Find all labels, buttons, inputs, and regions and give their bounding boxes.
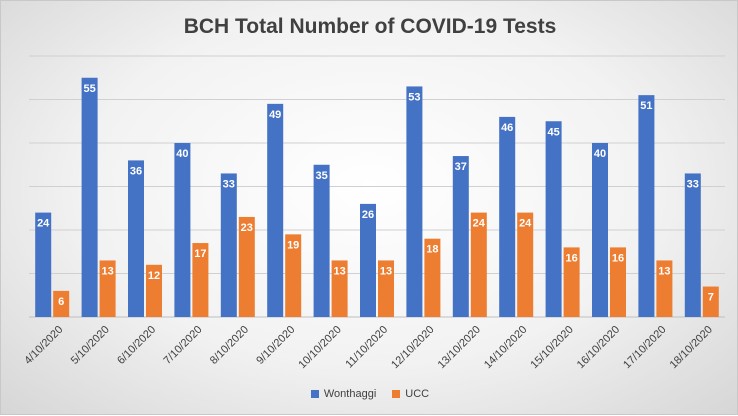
bar-wonthaggi (545, 121, 562, 317)
data-label: 16 (612, 252, 624, 264)
bar-ucc (53, 290, 70, 317)
x-tick-label: 11/10/2020 (343, 324, 390, 371)
data-label: 33 (223, 178, 235, 190)
x-tick-label: 6/10/2020 (115, 324, 158, 367)
bar-ucc (238, 216, 255, 317)
data-label: 36 (130, 165, 142, 177)
bar-wonthaggi (360, 203, 376, 317)
x-tick-label: 18/10/2020 (668, 324, 715, 371)
data-label: 7 (708, 292, 714, 304)
data-label: 13 (333, 265, 345, 277)
legend-label: Wonthaggi (323, 388, 377, 400)
bar-wonthaggi (313, 164, 330, 317)
data-label: 40 (176, 148, 188, 160)
x-tick-label: 16/10/2020 (575, 324, 622, 371)
bar-wonthaggi (128, 160, 144, 317)
x-tick-label: 7/10/2020 (162, 324, 205, 367)
data-label: 24 (519, 218, 532, 230)
bar-wonthaggi (220, 173, 237, 317)
legend-label: UCC (405, 388, 430, 400)
x-tick-label: 9/10/2020 (254, 324, 297, 367)
bar-ucc (331, 260, 348, 317)
x-tick-label: 4/10/2020 (22, 324, 65, 367)
data-label: 40 (594, 148, 606, 160)
legend-swatch (392, 390, 401, 398)
data-label: 37 (455, 161, 467, 173)
bar-wonthaggi (35, 212, 52, 317)
legend-item-ucc: UCC (392, 388, 429, 400)
data-label: 6 (58, 296, 64, 308)
legend-swatch (310, 390, 319, 398)
data-label: 17 (194, 248, 206, 260)
data-label: 55 (83, 83, 95, 95)
bar-ucc (424, 238, 441, 317)
bar-ucc (378, 260, 394, 317)
bar-wonthaggi (267, 103, 284, 317)
bar-ucc (702, 286, 719, 317)
bar-ucc (517, 212, 534, 317)
legend-item-wonthaggi: Wonthaggi (310, 388, 377, 400)
bar-wonthaggi (684, 173, 701, 317)
bar-wonthaggi (592, 143, 608, 317)
data-label: 12 (148, 270, 160, 282)
data-label: 26 (362, 209, 374, 221)
chart-title: BCH Total Number of COVID-19 Tests (183, 15, 557, 38)
bar-ucc (99, 260, 116, 317)
data-label: 49 (269, 109, 281, 121)
bar-ucc (563, 247, 580, 317)
x-tick-label: 5/10/2020 (69, 324, 112, 367)
x-tick-label: 14/10/2020 (482, 324, 529, 371)
bar-ucc (470, 212, 487, 317)
bar-ucc (285, 234, 302, 317)
data-label: 24 (37, 218, 50, 230)
bar-wonthaggi (638, 95, 655, 318)
data-label: 35 (315, 170, 327, 182)
bar-ucc (656, 260, 673, 317)
bar-wonthaggi (452, 156, 469, 317)
x-tick-label: 12/10/2020 (389, 324, 436, 371)
x-tick-label: 13/10/2020 (436, 324, 483, 371)
bar-wonthaggi (406, 86, 423, 317)
data-label: 13 (658, 265, 670, 277)
data-label: 33 (687, 178, 699, 190)
data-label: 53 (408, 91, 420, 103)
data-label: 13 (101, 265, 113, 277)
data-label: 16 (565, 252, 577, 264)
legend: Wonthaggi UCC (1, 388, 738, 400)
data-label: 46 (501, 122, 513, 134)
x-tick-label: 8/10/2020 (208, 324, 251, 367)
bar-ucc (192, 243, 209, 317)
x-tick-label: 17/10/2020 (621, 324, 668, 371)
data-label: 13 (380, 265, 392, 277)
bar-ucc (146, 264, 162, 317)
data-label: 18 (426, 244, 438, 256)
data-label: 19 (287, 239, 299, 251)
data-label: 51 (640, 100, 652, 112)
bar-wonthaggi (81, 77, 98, 317)
data-label: 45 (547, 126, 559, 138)
bar-ucc (610, 247, 626, 317)
bar-wonthaggi (174, 143, 191, 317)
data-label: 24 (473, 218, 486, 230)
x-tick-label: 10/10/2020 (296, 324, 343, 371)
data-label: 23 (241, 222, 253, 234)
x-tick-label: 15/10/2020 (528, 324, 575, 371)
bar-wonthaggi (499, 116, 516, 318)
